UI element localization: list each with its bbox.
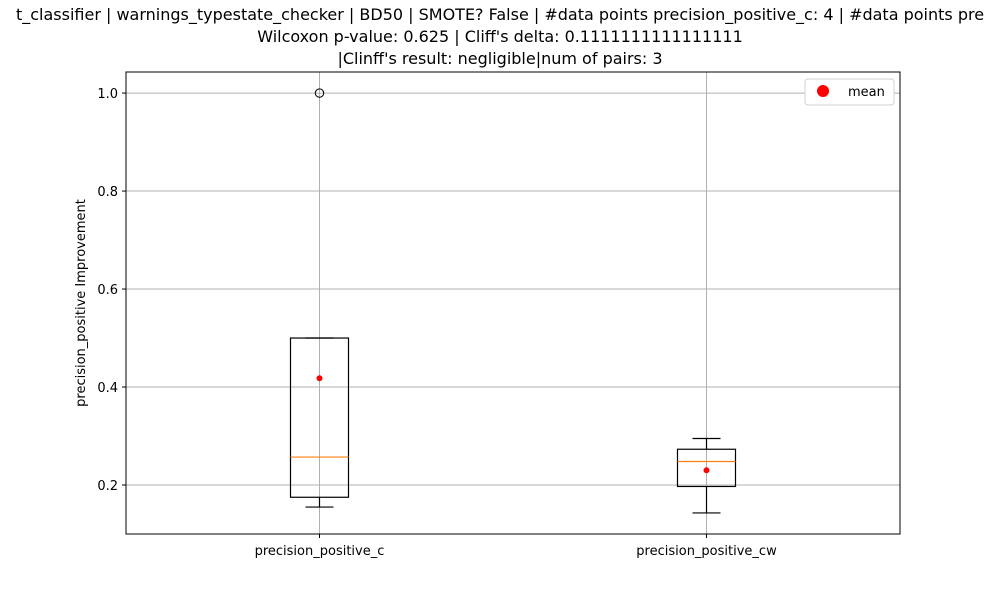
box-precision_positive_cw <box>676 437 737 514</box>
title-line-3: |Clinff's result: negligible|num of pair… <box>337 49 663 68</box>
mean-marker <box>703 467 710 474</box>
y-tick-label: 0.2 <box>97 479 118 494</box>
y-tick-label: 0.4 <box>97 381 118 396</box>
outlier-point <box>314 88 325 98</box>
y-tick-label: 1.0 <box>97 87 118 102</box>
y-axis-label: precision_positive Improvement <box>74 199 89 407</box>
axes: 0.2 0.4 0.6 0.8 1.0 precision_positive_c preci… <box>97 71 901 559</box>
legend-mean-label: mean <box>848 85 885 100</box>
mean-marker <box>316 375 323 382</box>
box-body <box>289 337 350 498</box>
box-body <box>676 448 737 488</box>
box-precision_positive_c <box>289 88 350 508</box>
grid <box>126 72 900 534</box>
box-layer <box>289 88 737 514</box>
legend[interactable]: mean <box>804 78 895 106</box>
y-tick-label: 0.6 <box>97 283 118 298</box>
title-line-2: Wilcoxon p-value: 0.625 | Cliff's delta:… <box>257 27 743 46</box>
x-tick-label: precision_positive_cw <box>636 544 777 559</box>
legend-frame <box>804 78 895 106</box>
plot-frame <box>125 71 901 535</box>
x-tick-label: precision_positive_c <box>255 544 385 559</box>
y-tick-label: 0.8 <box>97 185 118 200</box>
chart-title: t_classifier | warnings_typestate_checke… <box>0 4 1000 70</box>
title-line-1: t_classifier | warnings_typestate_checke… <box>15 5 985 24</box>
legend-mean-marker <box>817 85 829 97</box>
